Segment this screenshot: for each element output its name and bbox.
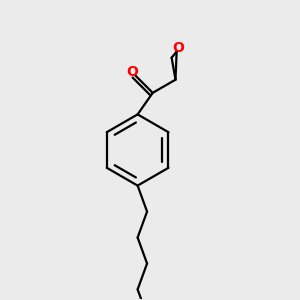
Text: O: O (127, 65, 139, 79)
Text: O: O (172, 41, 184, 55)
